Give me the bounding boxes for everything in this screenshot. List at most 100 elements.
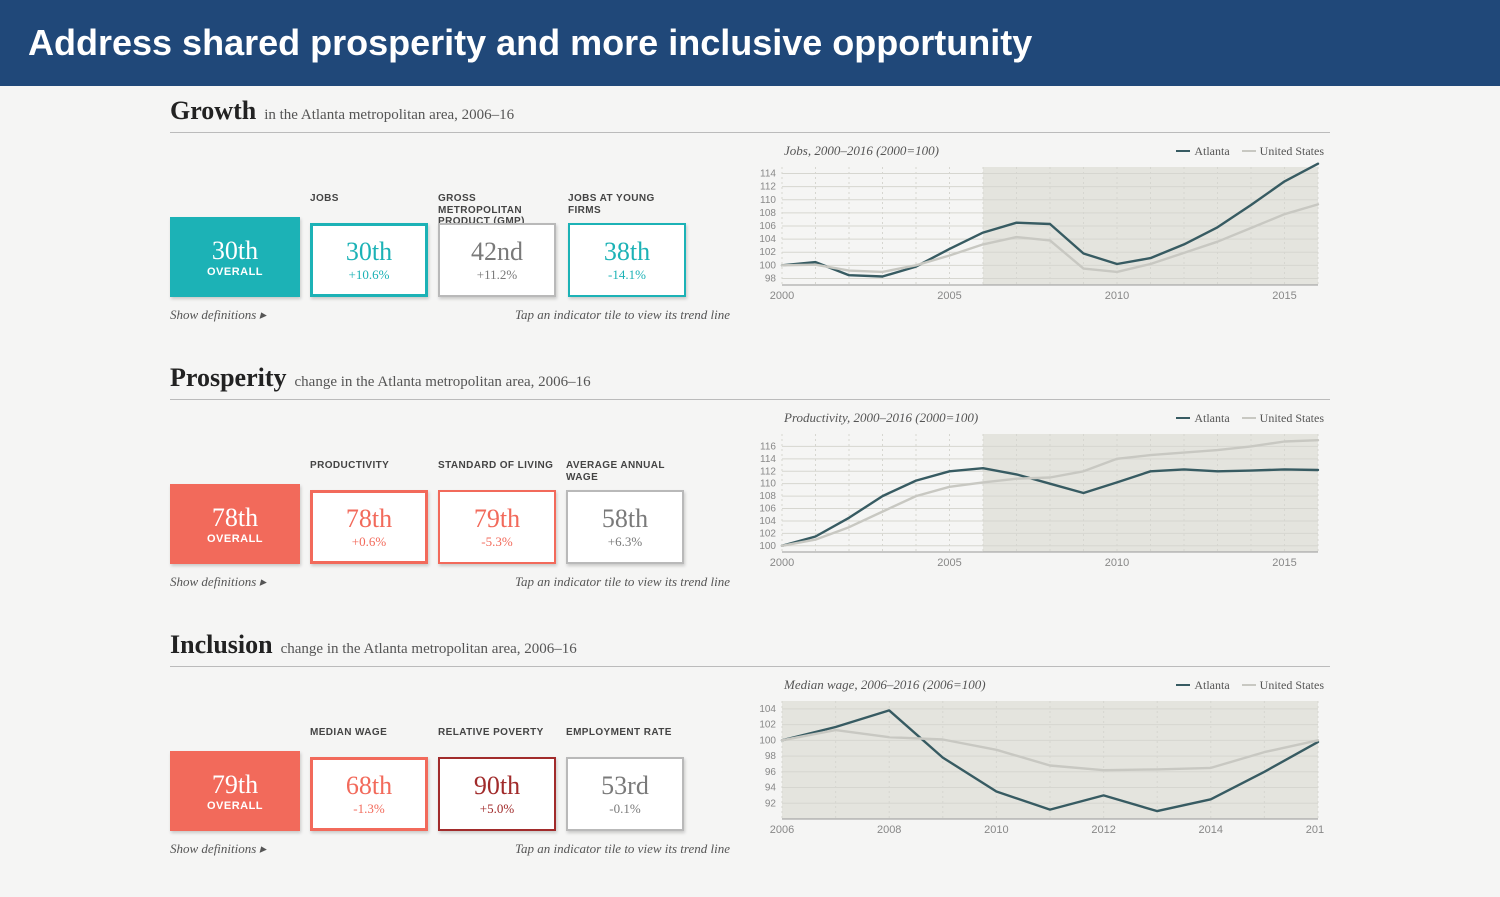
tile-rank: 53rd <box>601 771 649 801</box>
chart-legend: Atlanta United States <box>1176 410 1324 426</box>
x-tick-label: 2005 <box>937 290 961 302</box>
chart-title: Jobs, 2000–2016 (2000=100) <box>784 143 939 159</box>
section-subtitle: in the Atlanta metropolitan area, 2006–1… <box>264 107 514 124</box>
legend-item: United States <box>1242 143 1324 159</box>
section-header: Growth in the Atlanta metropolitan area, … <box>170 96 1330 133</box>
overall-tile[interactable]: 79thOVERALL <box>170 751 300 831</box>
tile-label: GROSS METROPOLITAN PRODUCT (GMP) <box>438 193 558 219</box>
y-tick-label: 100 <box>759 260 776 271</box>
indicator-tile[interactable]: 58th+6.3% <box>566 490 684 564</box>
overall-rank: 79th <box>212 770 258 800</box>
tile-label: RELATIVE POVERTY <box>438 727 556 753</box>
tile-label: PRODUCTIVITY <box>310 460 428 486</box>
y-tick-label: 102 <box>759 247 776 258</box>
tile-rank: 38th <box>604 237 650 267</box>
y-tick-label: 104 <box>759 704 776 715</box>
tiles-row: 79thOVERALL MEDIAN WAGE 68th-1.3% RELATIVE … <box>170 721 730 831</box>
tile-label-spacer <box>170 721 290 747</box>
y-tick-label: 108 <box>759 208 776 219</box>
tiles-column: 79thOVERALL MEDIAN WAGE 68th-1.3% RELATIVE … <box>170 677 730 857</box>
y-tick-label: 98 <box>765 273 777 284</box>
legend-line-icon <box>1176 150 1190 153</box>
section-header: Inclusionchange in the Atlanta metropoli… <box>170 630 1330 667</box>
tile-label: JOBS AT YOUNG FIRMS <box>568 193 688 219</box>
tiles-row: 30thOVERALLJOBS30th+10.6%GROSS METROPOLI… <box>170 187 730 297</box>
y-tick-label: 108 <box>759 491 776 502</box>
y-tick-label: 102 <box>759 720 776 731</box>
legend-line-icon <box>1176 417 1190 420</box>
y-tick-label: 106 <box>759 221 776 232</box>
overall-tile[interactable]: 30thOVERALL <box>170 217 300 297</box>
show-definitions-link[interactable]: Show definitions ▸ <box>170 574 266 590</box>
x-tick-label: 2005 <box>937 557 961 569</box>
section-title: Growth <box>170 96 256 126</box>
section-subtitle: change in the Atlanta metropolitan area,… <box>295 374 591 391</box>
indicator-tile[interactable]: 78th+0.6% <box>310 490 428 564</box>
y-tick-label: 116 <box>760 441 776 452</box>
indicator-tile[interactable]: 42nd+11.2% <box>438 223 556 297</box>
indicator-tile[interactable]: 79th-5.3% <box>438 490 556 564</box>
x-tick-label: 2000 <box>770 290 794 302</box>
x-tick-label: 2006 <box>770 824 794 836</box>
legend-item: Atlanta <box>1176 143 1229 159</box>
overall-tile[interactable]: 78thOVERALL <box>170 484 300 564</box>
chart-column: Productivity, 2000–2016 (2000=100)Atlant… <box>744 410 1330 590</box>
y-tick-label: 100 <box>759 735 776 746</box>
y-tick-label: 106 <box>759 504 776 515</box>
dashboard-content: Growth in the Atlanta metropolitan area, … <box>0 86 1500 857</box>
legend-item: United States <box>1242 677 1324 693</box>
line-chart: 9810010210410610811011211420002005201020… <box>744 161 1324 303</box>
tile-label: MEDIAN WAGE <box>310 727 428 753</box>
tile-delta: +10.6% <box>349 267 390 283</box>
tile-rank: 90th <box>474 771 520 801</box>
tile-delta: -1.3% <box>353 801 384 817</box>
tile-label: EMPLOYMENT RATE <box>566 727 684 753</box>
tile-rank: 78th <box>346 504 392 534</box>
x-tick-label: 2012 <box>1091 824 1115 836</box>
tile-delta: -0.1% <box>609 801 640 817</box>
tap-hint: Tap an indicator tile to view its trend … <box>515 574 730 590</box>
tile-rank: 30th <box>346 237 392 267</box>
legend-line-icon <box>1242 417 1256 420</box>
y-tick-label: 94 <box>765 783 777 794</box>
show-definitions-link[interactable]: Show definitions ▸ <box>170 841 266 857</box>
y-tick-label: 114 <box>760 454 776 465</box>
x-tick-label: 2010 <box>1105 557 1129 569</box>
tile-label: AVERAGE ANNUAL WAGE <box>566 460 686 486</box>
section-inclusion: Inclusionchange in the Atlanta metropoli… <box>170 630 1330 857</box>
section-subtitle: change in the Atlanta metropolitan area,… <box>281 641 577 658</box>
section-prosperity: Prosperitychange in the Atlanta metropol… <box>170 363 1330 590</box>
x-tick-label: 2015 <box>1272 290 1296 302</box>
indicator-tile[interactable]: 53rd-0.1% <box>566 757 684 831</box>
x-tick-label: 2008 <box>877 824 901 836</box>
y-tick-label: 98 <box>765 751 777 762</box>
x-tick-label: 2015 <box>1272 557 1296 569</box>
indicator-tile[interactable]: 90th+5.0% <box>438 757 556 831</box>
chart-header: Productivity, 2000–2016 (2000=100)Atlant… <box>744 410 1330 428</box>
indicator-tile[interactable]: 30th+10.6% <box>310 223 428 297</box>
show-definitions-link[interactable]: Show definitions ▸ <box>170 307 266 323</box>
indicator-tile[interactable]: 38th-14.1% <box>568 223 686 297</box>
section-growth: Growth in the Atlanta metropolitan area, … <box>170 96 1330 323</box>
section-header: Prosperitychange in the Atlanta metropol… <box>170 363 1330 400</box>
y-tick-label: 104 <box>759 234 776 245</box>
legend-label: United States <box>1260 144 1324 159</box>
legend-item: Atlanta <box>1176 410 1229 426</box>
x-tick-label: 2010 <box>1105 290 1129 302</box>
chart-legend: Atlanta United States <box>1176 143 1324 159</box>
y-tick-label: 102 <box>759 528 776 539</box>
overall-label: OVERALL <box>207 266 263 278</box>
tile-label: JOBS <box>310 193 428 219</box>
line-chart: 1001021041061081101121141162000200520102… <box>744 428 1324 570</box>
legend-item: United States <box>1242 410 1324 426</box>
tiles-column: 78thOVERALLPRODUCTIVITY78th+0.6%STANDARD… <box>170 410 730 590</box>
chart-title: Median wage, 2006–2016 (2006=100) <box>784 677 986 693</box>
indicator-tile[interactable]: 68th-1.3% <box>310 757 428 831</box>
chart-column: Jobs, 2000–2016 (2000=100) Atlanta United … <box>744 143 1330 323</box>
legend-label: United States <box>1260 678 1324 693</box>
x-tick-label: 2016 <box>1306 824 1324 836</box>
chart-header: Jobs, 2000–2016 (2000=100) Atlanta United … <box>744 143 1330 161</box>
legend-item: Atlanta <box>1176 677 1229 693</box>
overall-rank: 30th <box>212 236 258 266</box>
y-tick-label: 110 <box>760 479 776 490</box>
